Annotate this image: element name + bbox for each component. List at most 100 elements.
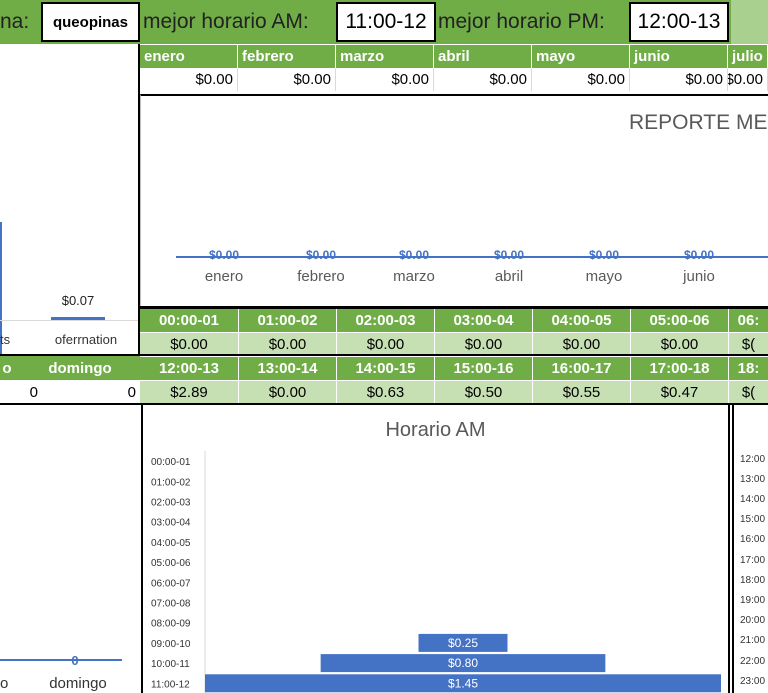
hour-am-header-2: 02:00-03 (337, 309, 435, 332)
best-am-value[interactable]: 11:00-12 (336, 2, 436, 42)
bottom-left-cat-cut: o (0, 674, 9, 692)
am-chart-bar-11 (205, 674, 721, 693)
week-value-sunday: 0 (127, 383, 136, 401)
monthly-report-chart: REPORTE MEN $0.00 enero $0.00 febrero $0.00 m… (140, 94, 768, 306)
am-chart-bar-10 (320, 654, 606, 673)
separator-line-2 (140, 306, 768, 309)
hour-am-header-4: 04:00-05 (533, 309, 631, 332)
month-value-3: $0.00 (434, 68, 532, 91)
pm-chart-category-9: 21:00 (740, 635, 766, 647)
hour-pm-header-6: 18: (729, 357, 768, 380)
hour-pm-value-1: $0.00 (239, 381, 337, 403)
left-cat-label-cut: ts (0, 331, 11, 347)
am-chart-data-label-10: $0.80 (448, 656, 478, 670)
am-chart-category-1: 01:00-02 (151, 477, 191, 488)
left-axis (0, 320, 138, 321)
monthly-series-line (176, 256, 768, 258)
am-chart-category-4: 04:00-05 (151, 538, 191, 549)
week-header-sunday: domingo (48, 359, 112, 377)
monthly-category-1: febrero (297, 267, 345, 285)
pm-chart-category-10: 22:00 (740, 655, 766, 667)
monthly-category-0: enero (204, 267, 244, 285)
am-chart-category-2: 02:00-03 (151, 498, 191, 509)
hour-am-value-4: $0.00 (533, 333, 631, 355)
left-cat-label: oferrnation (54, 331, 118, 347)
hour-pm-value-6: $( (729, 381, 768, 403)
month-value-1: $0.00 (238, 68, 336, 91)
hour-am-header-5: 05:00-06 (631, 309, 729, 332)
am-chart-title: Horario AM (385, 418, 486, 441)
am-chart-category-8: 08:00-09 (151, 619, 191, 630)
monthly-data-label-5: $0.00 (683, 248, 715, 262)
am-chart-category-3: 03:00-04 (151, 518, 191, 529)
hour-pm-header-1: 13:00-14 (239, 357, 337, 380)
hour-pm-header-5: 17:00-18 (631, 357, 729, 380)
month-header-0: enero (140, 45, 238, 68)
month-header-2: marzo (336, 45, 434, 68)
pm-chart-category-5: 17:00 (740, 554, 766, 566)
am-chart-category-6: 06:00-07 (151, 578, 191, 589)
month-value-0: $0.00 (140, 68, 238, 91)
horario-am-chart: Horario AM 00:00-01 01:00-02 02:00-03 03:00… (141, 405, 730, 693)
best-pm-label: mejor horario PM: (438, 10, 605, 33)
month-header-6: julio (728, 45, 768, 68)
monthly-category-3: abril (494, 267, 524, 285)
am-chart-svg: 00:00-01 01:00-02 02:00-03 03:00-04 04:00-05… (151, 451, 721, 693)
monthly-chart-title: REPORTE MEN (629, 111, 768, 134)
week-value-cut: 0 (29, 383, 38, 401)
pm-chart-category-6: 18:00 (740, 574, 766, 586)
pm-chart-category-11: 23:00 (740, 675, 766, 687)
best-am-label: mejor horario AM: (143, 10, 309, 33)
monthly-data-label-1: $0.00 (305, 248, 337, 262)
bottom-left-chart: 0 o domingo (0, 405, 140, 693)
hour-am-header-6: 06: (729, 309, 768, 332)
left-bar (0, 222, 2, 360)
am-chart-category-10: 10:00-11 (151, 659, 190, 670)
horario-pm-chart: 12:00 13:00 14:00 15:00 16:00 17:00 18:00 19:00… (732, 405, 768, 693)
hour-pm-header-3: 15:00-16 (435, 357, 533, 380)
hour-am-value-5: $0.00 (631, 333, 729, 355)
am-chart-category-9: 09:00-10 (151, 639, 191, 650)
hour-pm-value-5: $0.47 (631, 381, 729, 403)
pm-chart-category-8: 20:00 (740, 615, 766, 627)
name-input[interactable]: queopinas (41, 2, 140, 42)
month-value-2: $0.00 (336, 68, 434, 91)
monthly-category-4: mayo (585, 267, 623, 285)
hour-am-value-0: $0.00 (140, 333, 239, 355)
hour-pm-value-2: $0.63 (337, 381, 435, 403)
am-chart-category-0: 00:00-01 (151, 457, 191, 468)
hour-am-value-2: $0.00 (337, 333, 435, 355)
month-header-5: junio (630, 45, 728, 68)
hour-pm-value-0: $2.89 (140, 381, 239, 403)
bottom-left-value-label: 0 (71, 652, 79, 668)
monthly-category-2: marzo (393, 267, 435, 285)
separator-line-3 (0, 403, 768, 405)
hour-pm-header-0: 12:00-13 (140, 357, 239, 380)
bottom-left-cat: domingo (49, 674, 107, 692)
am-chart-category-11: 11:00-12 (151, 679, 190, 690)
month-value-4: $0.00 (532, 68, 630, 91)
am-chart-category-7: 07:00-08 (151, 599, 191, 610)
hour-pm-value-4: $0.55 (533, 381, 631, 403)
week-header-row (0, 356, 140, 380)
left-chart-value-label: $0.07 (61, 292, 95, 308)
month-header-1: febrero (238, 45, 336, 68)
pm-chart-category-1: 13:00 (740, 473, 766, 485)
month-header-4: mayo (532, 45, 630, 68)
hour-pm-header-2: 14:00-15 (337, 357, 435, 380)
month-header-3: abril (434, 45, 532, 68)
hour-pm-header-4: 16:00-17 (533, 357, 631, 380)
best-pm-value[interactable]: 12:00-13 (629, 2, 729, 42)
hour-am-header-3: 03:00-04 (435, 309, 533, 332)
monthly-data-label-4: $0.00 (588, 248, 620, 262)
separator-line (0, 354, 768, 356)
pm-chart-category-3: 15:00 (740, 514, 766, 526)
month-value-6: $0.00 (728, 68, 768, 91)
bottom-left-series-line (0, 659, 122, 661)
left-chart-panel: $0.07 ts oferrnation (0, 44, 140, 360)
week-header-cut: o (2, 359, 12, 377)
am-chart-bar-9 (418, 633, 508, 652)
hour-pm-value-3: $0.50 (435, 381, 533, 403)
pm-chart-category-2: 14:00 (740, 493, 766, 505)
monthly-category-5: junio (683, 267, 715, 285)
